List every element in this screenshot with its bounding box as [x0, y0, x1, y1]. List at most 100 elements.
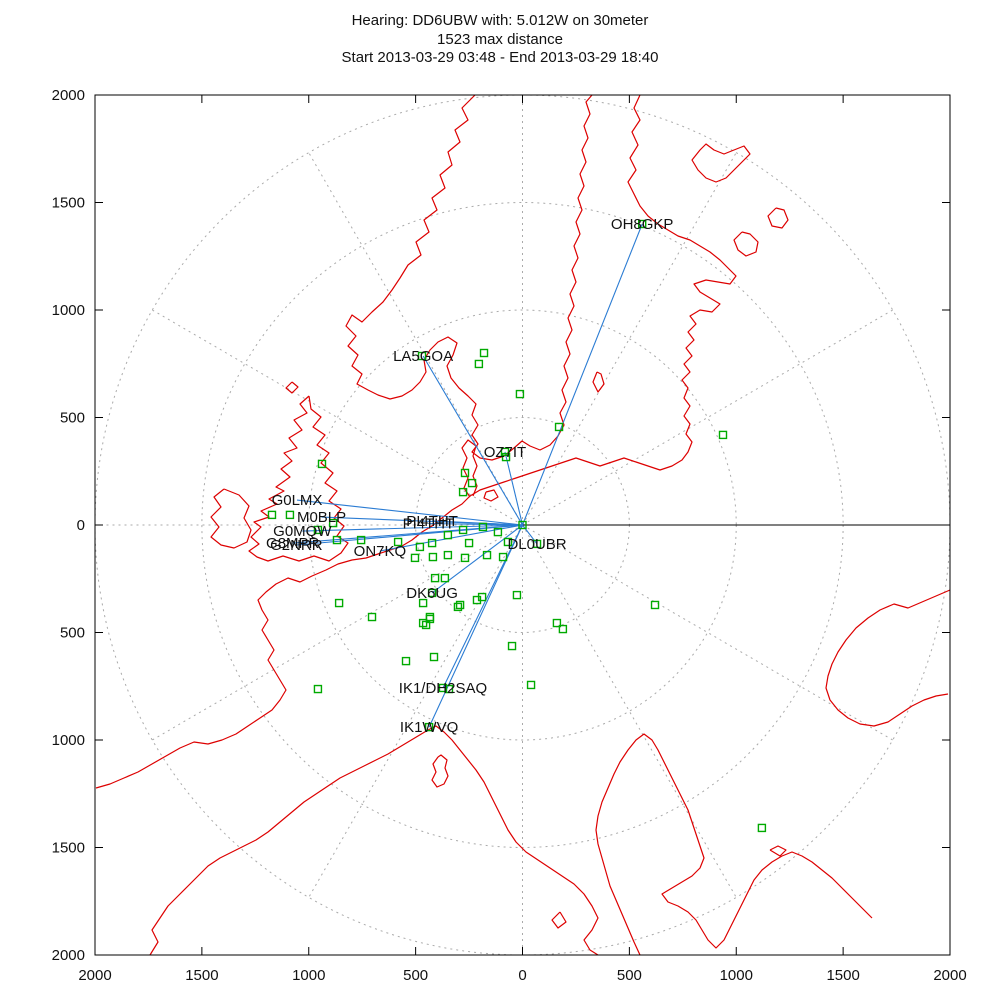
station-label-M0BLP: M0BLP [297, 509, 346, 526]
y-axis-tick-label: 1000 [52, 302, 85, 319]
station-label-G0MQW: G0MQW [273, 523, 332, 540]
station-label-PI4THT: PI4THT [406, 513, 458, 530]
bearing-line-G0LMX [296, 499, 523, 526]
spot-square [425, 612, 435, 622]
spot-square [558, 624, 568, 634]
spot-square [453, 602, 463, 612]
spot-square [417, 351, 427, 361]
y-axis-tick-label: 500 [60, 410, 85, 427]
radial-spoke-300deg [522, 524, 737, 898]
spot-square [393, 537, 403, 547]
spot-square [507, 641, 517, 651]
spot-square [479, 348, 489, 358]
spot-square [757, 823, 767, 833]
bearing-line-OZ7IT [504, 451, 524, 526]
spot-square [285, 510, 295, 520]
spot-square [313, 525, 323, 535]
plot-subtitle-time-range: Start 2013-03-29 03:48 - End 2013-03-29 … [341, 49, 659, 66]
spot-square [332, 535, 342, 545]
station-label-G0LMX: G0LMX [272, 492, 323, 509]
spot-square [474, 359, 484, 369]
radial-spoke-210deg [152, 524, 523, 741]
coastline [691, 143, 751, 183]
station-label-G2NRR: G2NRR [270, 537, 323, 554]
coastline [592, 371, 605, 393]
spot-square [418, 598, 428, 608]
y-axis-tick-label: 1000 [52, 732, 85, 749]
coastline [825, 589, 951, 727]
coastline [95, 94, 737, 789]
spot-square [443, 550, 453, 560]
bearing-line-PI4THT [428, 522, 523, 526]
coastline [149, 725, 599, 956]
spot-square [650, 600, 660, 610]
spot-square [552, 618, 562, 628]
spot-square [500, 447, 510, 457]
spot-square [526, 680, 536, 690]
spot-square [334, 598, 344, 608]
spot-square [503, 537, 513, 547]
station-label-PI4THT: PI4THT [403, 515, 455, 532]
radial-spoke-60deg [522, 152, 737, 526]
spot-square [430, 573, 440, 583]
spot-square [415, 542, 425, 552]
radial-spoke-30deg [522, 309, 893, 526]
spot-square [718, 430, 728, 440]
coastline [461, 439, 478, 498]
station-label-DL0UBR: DL0UBR [507, 536, 566, 553]
coastline [431, 754, 449, 788]
station-label-G8MPR: G8MPR [266, 535, 320, 552]
spot-square [410, 553, 420, 563]
spot-square [425, 614, 435, 624]
station-label-IK1WVQ: IK1WVQ [400, 719, 458, 736]
y-axis-tick-label: 1500 [52, 840, 85, 857]
spot-square [512, 590, 522, 600]
spot-square [493, 527, 503, 537]
spot-square [638, 219, 647, 229]
coastline [285, 381, 299, 394]
bearing-line-OH8GKP [521, 223, 643, 526]
spot-square [440, 573, 450, 583]
spot-square [444, 684, 454, 694]
x-axis-tick-label: 2000 [933, 967, 966, 984]
plot-title: Hearing: DD6UBW with: 5.012W on 30meter [351, 12, 649, 29]
spot-square [501, 452, 511, 462]
spot-square [532, 539, 542, 549]
spot-square [427, 538, 437, 548]
coastline [767, 207, 789, 229]
spot-square [498, 552, 508, 562]
x-axis-tick-label: 1500 [185, 967, 218, 984]
spot-square [464, 538, 474, 548]
spot-square [455, 600, 465, 610]
coastline [769, 845, 787, 857]
coastline [733, 231, 759, 257]
spot-square [313, 684, 323, 694]
y-axis-tick-label: 0 [77, 517, 85, 534]
station-label-ON7KQ: ON7KQ [354, 543, 407, 560]
x-axis-tick-label: 1000 [720, 967, 753, 984]
spot-square [428, 552, 438, 562]
spot-square [429, 652, 439, 662]
spot-square [317, 459, 327, 469]
spot-square [458, 525, 468, 535]
x-axis-tick-label: 2000 [78, 967, 111, 984]
x-axis-tick-label: 1000 [292, 967, 325, 984]
coastline [483, 489, 499, 502]
spot-square [478, 522, 488, 532]
spot-square [460, 553, 470, 563]
spot-square [424, 722, 434, 732]
spot-square [554, 422, 564, 432]
coastline [595, 733, 873, 956]
station-label-OZ7IT: OZ7IT [484, 444, 527, 461]
radial-spoke-240deg [308, 524, 523, 898]
station-label-IK1-DH2SAQ: IK1/DH2SAQ [399, 680, 487, 697]
spot-square [443, 530, 453, 540]
spot-square [367, 612, 377, 622]
radial-spoke-120deg [308, 152, 523, 526]
bearing-line-IK1-DH2SAQ [442, 524, 523, 689]
spot-square [401, 656, 411, 666]
coastline [210, 488, 252, 549]
x-axis-tick-label: 500 [617, 967, 642, 984]
station-label-DK6UG: DK6UG [406, 585, 458, 602]
